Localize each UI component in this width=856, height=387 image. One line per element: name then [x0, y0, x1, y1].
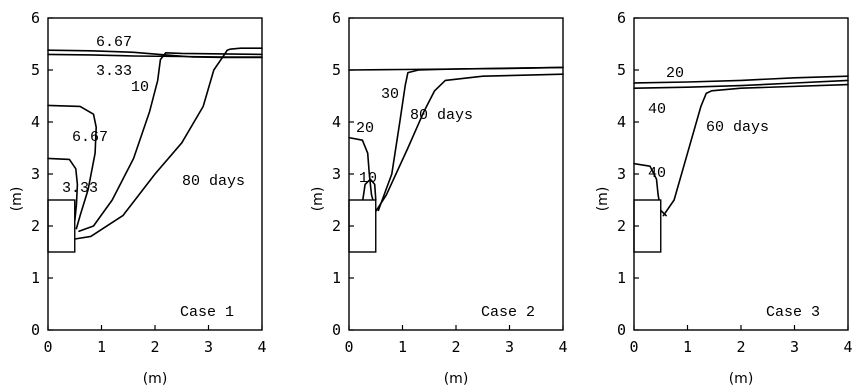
- panel-2-contours: [348, 66, 564, 217]
- panel-3-label-20: 20: [666, 65, 684, 82]
- panel-1-xtick-label: 1: [97, 338, 106, 356]
- panel-1-xlabel: (m): [143, 371, 168, 387]
- panel-3-contour-3: [633, 162, 667, 217]
- panel-1-ytick-label: 4: [31, 113, 40, 131]
- panel-2-ticks: [348, 17, 564, 331]
- panel-3-contours: [633, 75, 849, 217]
- panel-3-label-40-low: 40: [648, 165, 666, 182]
- panel-2-contour-2: [348, 136, 377, 212]
- panel-1-xtick-label: 3: [204, 338, 213, 356]
- panel-1-label-6.67-top: 6.67: [96, 34, 132, 51]
- panel-2-ytick-label: 4: [332, 113, 341, 131]
- panel-1-label-10: 10: [131, 79, 149, 96]
- panel-3-ticks: [633, 17, 849, 331]
- panel-1-contour-3: [47, 157, 79, 222]
- panel-3-label-60-days: 60 days: [706, 119, 769, 136]
- panel-3-ytick-label: 0: [617, 321, 626, 339]
- panel-3-xtick-label: 1: [683, 338, 692, 356]
- panel-1-contour-1: [47, 53, 263, 58]
- panel-2-xlabel: (m): [444, 371, 469, 387]
- panel-2-contour-0: [377, 66, 564, 212]
- panel-2-ytick-label: 0: [332, 321, 341, 339]
- panel-2-xtick-label: 1: [398, 338, 407, 356]
- panel-3-contour-2: [662, 83, 849, 217]
- panel-2-xtick-label: 2: [451, 338, 460, 356]
- panel-2-contour-3: [361, 178, 377, 204]
- panel-2-ytick-label: 2: [332, 217, 341, 235]
- panel-2-label-10: 10: [359, 170, 377, 187]
- panel-3-ytick-label: 4: [617, 113, 626, 131]
- panel-2-case-label: Case 2: [481, 304, 535, 321]
- panel-3-xtick-label: 0: [629, 338, 638, 356]
- panel-3-ytick-label: 1: [617, 269, 626, 287]
- panel-2-contour-4: [348, 66, 564, 71]
- panel-1-contour-5: [74, 47, 263, 240]
- panel-3-xtick-label: 2: [736, 338, 745, 356]
- panel-3-contour-0: [633, 75, 849, 84]
- panel-2-ytick-label: 1: [332, 269, 341, 287]
- panel-3-contour-1: [633, 79, 849, 89]
- panel-1-label-6.67-mid: 6.67: [72, 129, 108, 146]
- panel-1-xtick-label: 4: [257, 338, 266, 356]
- panel-2-ylabel: (m): [310, 187, 326, 212]
- panel-2-ytick-label: 5: [332, 61, 341, 79]
- panel-1-ytick-label: 5: [31, 61, 40, 79]
- panel-3-xtick-label: 4: [843, 338, 852, 356]
- panel-3-xtick-label: 3: [790, 338, 799, 356]
- panel-1-contours: [47, 47, 263, 240]
- panel-2-contour-1: [372, 73, 564, 217]
- panel-1-label-3.33-low: 3.33: [62, 180, 98, 197]
- panel-3-ytick-label: 6: [617, 9, 626, 27]
- panel-2-ytick-label: 3: [332, 165, 341, 183]
- panel-1-ytick-label: 1: [31, 269, 40, 287]
- panel-2-label-80-days: 80 days: [410, 107, 473, 124]
- panel-1-ytick-label: 2: [31, 217, 40, 235]
- panel-2-xtick-label: 3: [505, 338, 514, 356]
- panel-3-ylabel: (m): [595, 187, 611, 212]
- panel-3-ytick-label: 5: [617, 61, 626, 79]
- panel-2-tick-labels: 0 1 2 3 4 0 1 2 3 4 5 6: [332, 9, 568, 356]
- panel-case-1: 0 1 2 3 4 0 1 2 3 4 5 6 (m) (m) 6.67 3.33 10 6.67 3…: [9, 9, 267, 387]
- panel-case-2: 0 1 2 3 4 0 1 2 3 4 5 6 (m) (m) 30 20 80 days 10 Ca…: [310, 9, 568, 387]
- panel-3-ytick-label: 2: [617, 217, 626, 235]
- panel-1-ylabel: (m): [9, 187, 25, 212]
- panel-2-ytick-label: 6: [332, 9, 341, 27]
- panel-1-label-80-days: 80 days: [182, 173, 245, 190]
- panel-3-label-40-top: 40: [648, 101, 666, 118]
- panel-1-ticks: [47, 17, 263, 331]
- panel-1-ytick-label: 3: [31, 165, 40, 183]
- panel-2-xtick-label: 4: [558, 338, 567, 356]
- panel-3-xlabel: (m): [729, 371, 754, 387]
- panel-1-contour-2: [47, 104, 97, 230]
- panel-2-label-20: 20: [356, 120, 374, 137]
- panel-1-label-3.33-top: 3.33: [96, 63, 132, 80]
- panel-3-case-label: Case 3: [766, 304, 820, 321]
- panel-2-frame: [348, 17, 564, 331]
- panel-1-case-label: Case 1: [180, 304, 234, 321]
- panel-1-ytick-label: 0: [31, 321, 40, 339]
- panel-2-xtick-label: 0: [344, 338, 353, 356]
- panel-1-ytick-label: 6: [31, 9, 40, 27]
- panel-2-label-30: 30: [381, 86, 399, 103]
- panel-1-contour-4: [78, 51, 263, 232]
- panel-1-xtick-label: 0: [43, 338, 52, 356]
- panel-1-xtick-label: 2: [150, 338, 159, 356]
- panel-1-tick-labels: 0 1 2 3 4 0 1 2 3 4 5 6: [31, 9, 267, 356]
- panel-3-ytick-label: 3: [617, 165, 626, 183]
